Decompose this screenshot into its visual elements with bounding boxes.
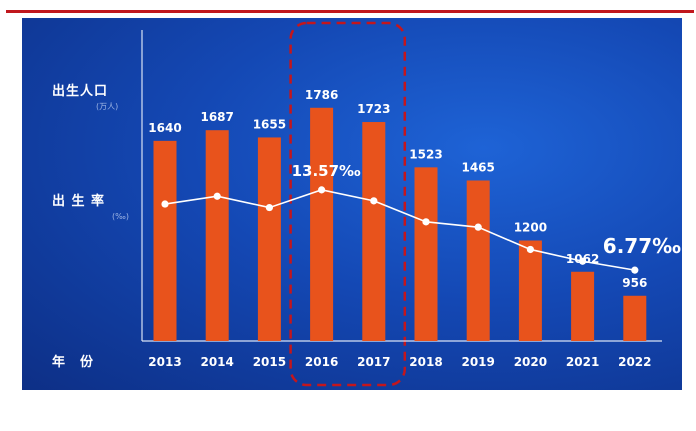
rate-point-2018 (422, 218, 430, 226)
rate-annotation-2016: 13.57‰ (292, 162, 361, 180)
rate-point-2020 (526, 245, 534, 254)
birth-chart: 1640 2013 1687 2014 1655 2015 1786 2016 1723 2017… (141, 21, 681, 387)
rate-axis-label: 出 生 率 (52, 194, 106, 209)
bar-value-label-2016: 1786 (305, 88, 338, 102)
chart-panel: 出生人口 (万人) 出 生 率 (‰) 年 份 1640 2013 1687 2014… (22, 18, 682, 390)
rate-point-2013 (161, 200, 169, 208)
x-tick-label-2014: 2014 (200, 355, 233, 369)
rate-point-2016 (318, 186, 326, 194)
bar-value-label-2018: 1523 (409, 147, 442, 161)
bar-value-label-2020: 1200 (514, 221, 547, 235)
x-tick-label-2018: 2018 (409, 355, 442, 369)
highlight-box (289, 21, 407, 387)
bar-2014 (205, 130, 229, 341)
rate-point-2015 (265, 203, 273, 212)
bar-2018 (414, 167, 438, 341)
bar-2017 (362, 122, 386, 341)
x-tick-label-2022: 2022 (618, 355, 651, 369)
x-tick-label-2021: 2021 (566, 355, 599, 369)
bar-value-label-2017: 1723 (357, 102, 390, 116)
bar-2021 (571, 271, 595, 341)
year-axis-label: 年 份 (52, 355, 95, 370)
x-tick-label-2019: 2019 (461, 355, 494, 369)
bar-2013 (153, 140, 177, 341)
rate-point-2014 (213, 192, 221, 200)
rate-point-2019 (474, 223, 482, 231)
top-red-rule (6, 10, 694, 13)
population-unit-label: (万人) (96, 102, 119, 111)
rate-point-2021 (579, 257, 587, 265)
x-tick-label-2017: 2017 (357, 355, 390, 369)
bar-value-label-2019: 1465 (461, 160, 494, 174)
rate-unit-label: (‰) (112, 212, 129, 221)
bar-value-label-2013: 1640 (148, 121, 181, 135)
x-tick-label-2020: 2020 (514, 355, 547, 369)
population-axis-label: 出生人口 (52, 84, 109, 99)
bar-value-label-2022: 956 (622, 276, 647, 290)
bar-2015 (257, 137, 281, 341)
bar-2016 (310, 107, 334, 342)
bar-2022 (623, 295, 647, 341)
bar-value-label-2015: 1655 (253, 117, 286, 131)
bar-value-label-2014: 1687 (200, 110, 233, 124)
x-tick-label-2013: 2013 (148, 355, 181, 369)
birth-rate-line (164, 189, 635, 271)
rate-point-2017 (370, 197, 378, 205)
rate-point-2022 (631, 266, 639, 274)
x-tick-label-2016: 2016 (305, 355, 338, 369)
bar-2019 (466, 180, 490, 341)
x-tick-label-2015: 2015 (253, 355, 286, 369)
bar-2020 (518, 240, 542, 341)
rate-annotation-2022: 6.77‰ (603, 234, 681, 258)
